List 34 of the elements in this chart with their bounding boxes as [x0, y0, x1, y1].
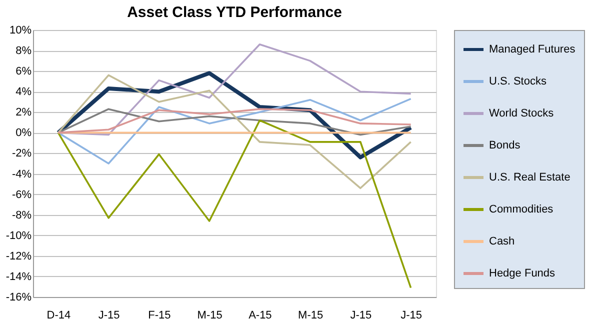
y-tick-label: 10%	[9, 24, 32, 36]
x-tick-label: F-15	[148, 310, 171, 322]
x-tick-label: A-15	[248, 310, 272, 322]
y-tick-label: -8%	[12, 209, 32, 222]
line-series	[57, 98, 412, 164]
y-tick-label: -16%	[6, 292, 32, 304]
y-tick-label: 4%	[16, 86, 32, 98]
legend-label: Managed Futures	[489, 44, 576, 56]
y-tick-label: 6%	[16, 66, 32, 78]
y-tick-label: -2%	[12, 148, 32, 160]
y-tick-label: -12%	[6, 250, 32, 262]
legend-label: Commodities	[489, 204, 554, 216]
x-tick-label: J-15	[98, 310, 120, 322]
x-tick-label: D-14	[46, 310, 71, 322]
y-tick-label: 8%	[16, 45, 32, 58]
chart-title: Asset Class YTD Performance	[127, 4, 342, 21]
y-tick-label: -6%	[12, 188, 32, 201]
line-series	[57, 74, 412, 190]
x-tick-label: J-15	[350, 310, 372, 322]
legend-label: World Stocks	[489, 108, 554, 120]
y-tick-label: -14%	[6, 270, 32, 283]
legend-label: Hedge Funds	[489, 268, 556, 280]
x-tick-label: J-15	[400, 310, 422, 322]
x-tick-label: M-15	[298, 310, 324, 322]
legend-label: U.S. Stocks	[489, 76, 547, 88]
x-tick-label: M-15	[197, 310, 222, 322]
y-tick-label: 0%	[16, 127, 32, 140]
legend-label: Bonds	[489, 140, 521, 152]
y-tick-label: -10%	[6, 230, 32, 242]
line-series	[57, 119, 412, 289]
y-tick-label: -4%	[12, 168, 32, 180]
legend-label: U.S. Real Estate	[489, 172, 570, 184]
legend-label: Cash	[489, 236, 515, 248]
y-tick-label: 2%	[16, 106, 32, 119]
